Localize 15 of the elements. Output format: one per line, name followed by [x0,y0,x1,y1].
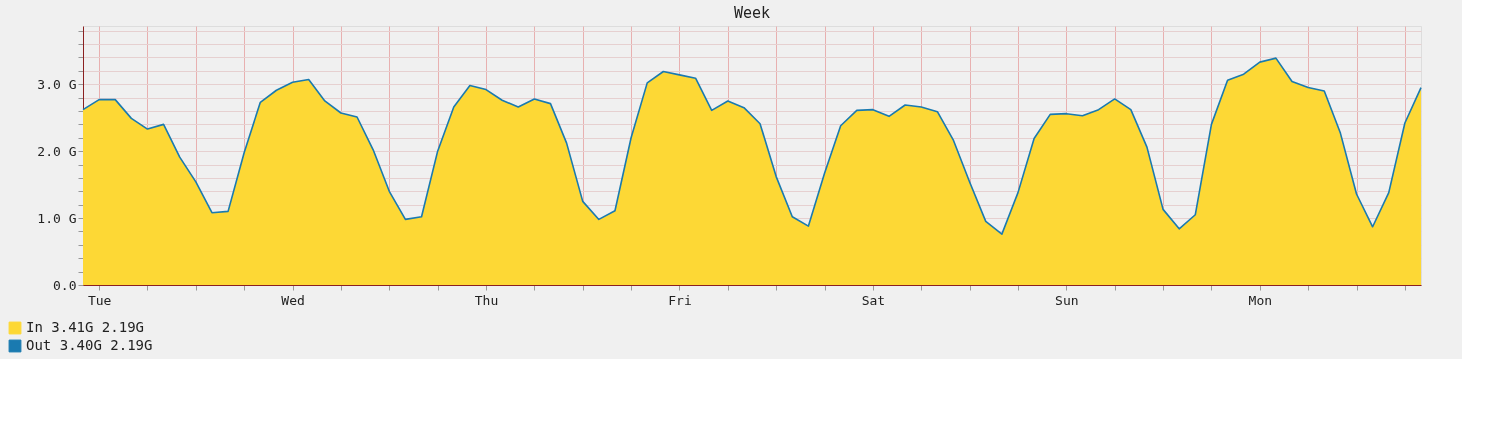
x-tick-label: Wed [281,292,305,308]
y-tick-label: 3.0 G [37,76,77,92]
x-tick-label: Fri [668,292,692,308]
y-tick-label: 0.0 [53,277,77,293]
x-tick-label: Mon [1248,292,1273,308]
x-tick-label: Sat [861,292,886,308]
legend-label: In 3.41G 2.19G [26,319,145,335]
y-tick-label: 2.0 G [37,143,77,159]
y-tick-label: 1.0 G [37,210,77,226]
legend-label: Out 3.40G 2.19G [26,337,153,353]
chart-title: Week [733,3,771,22]
line-series [82,57,1422,235]
x-tick-label: Tue [87,292,112,308]
x-tick-label: Thu [474,292,499,308]
x-tick-label: Sun [1055,292,1079,308]
